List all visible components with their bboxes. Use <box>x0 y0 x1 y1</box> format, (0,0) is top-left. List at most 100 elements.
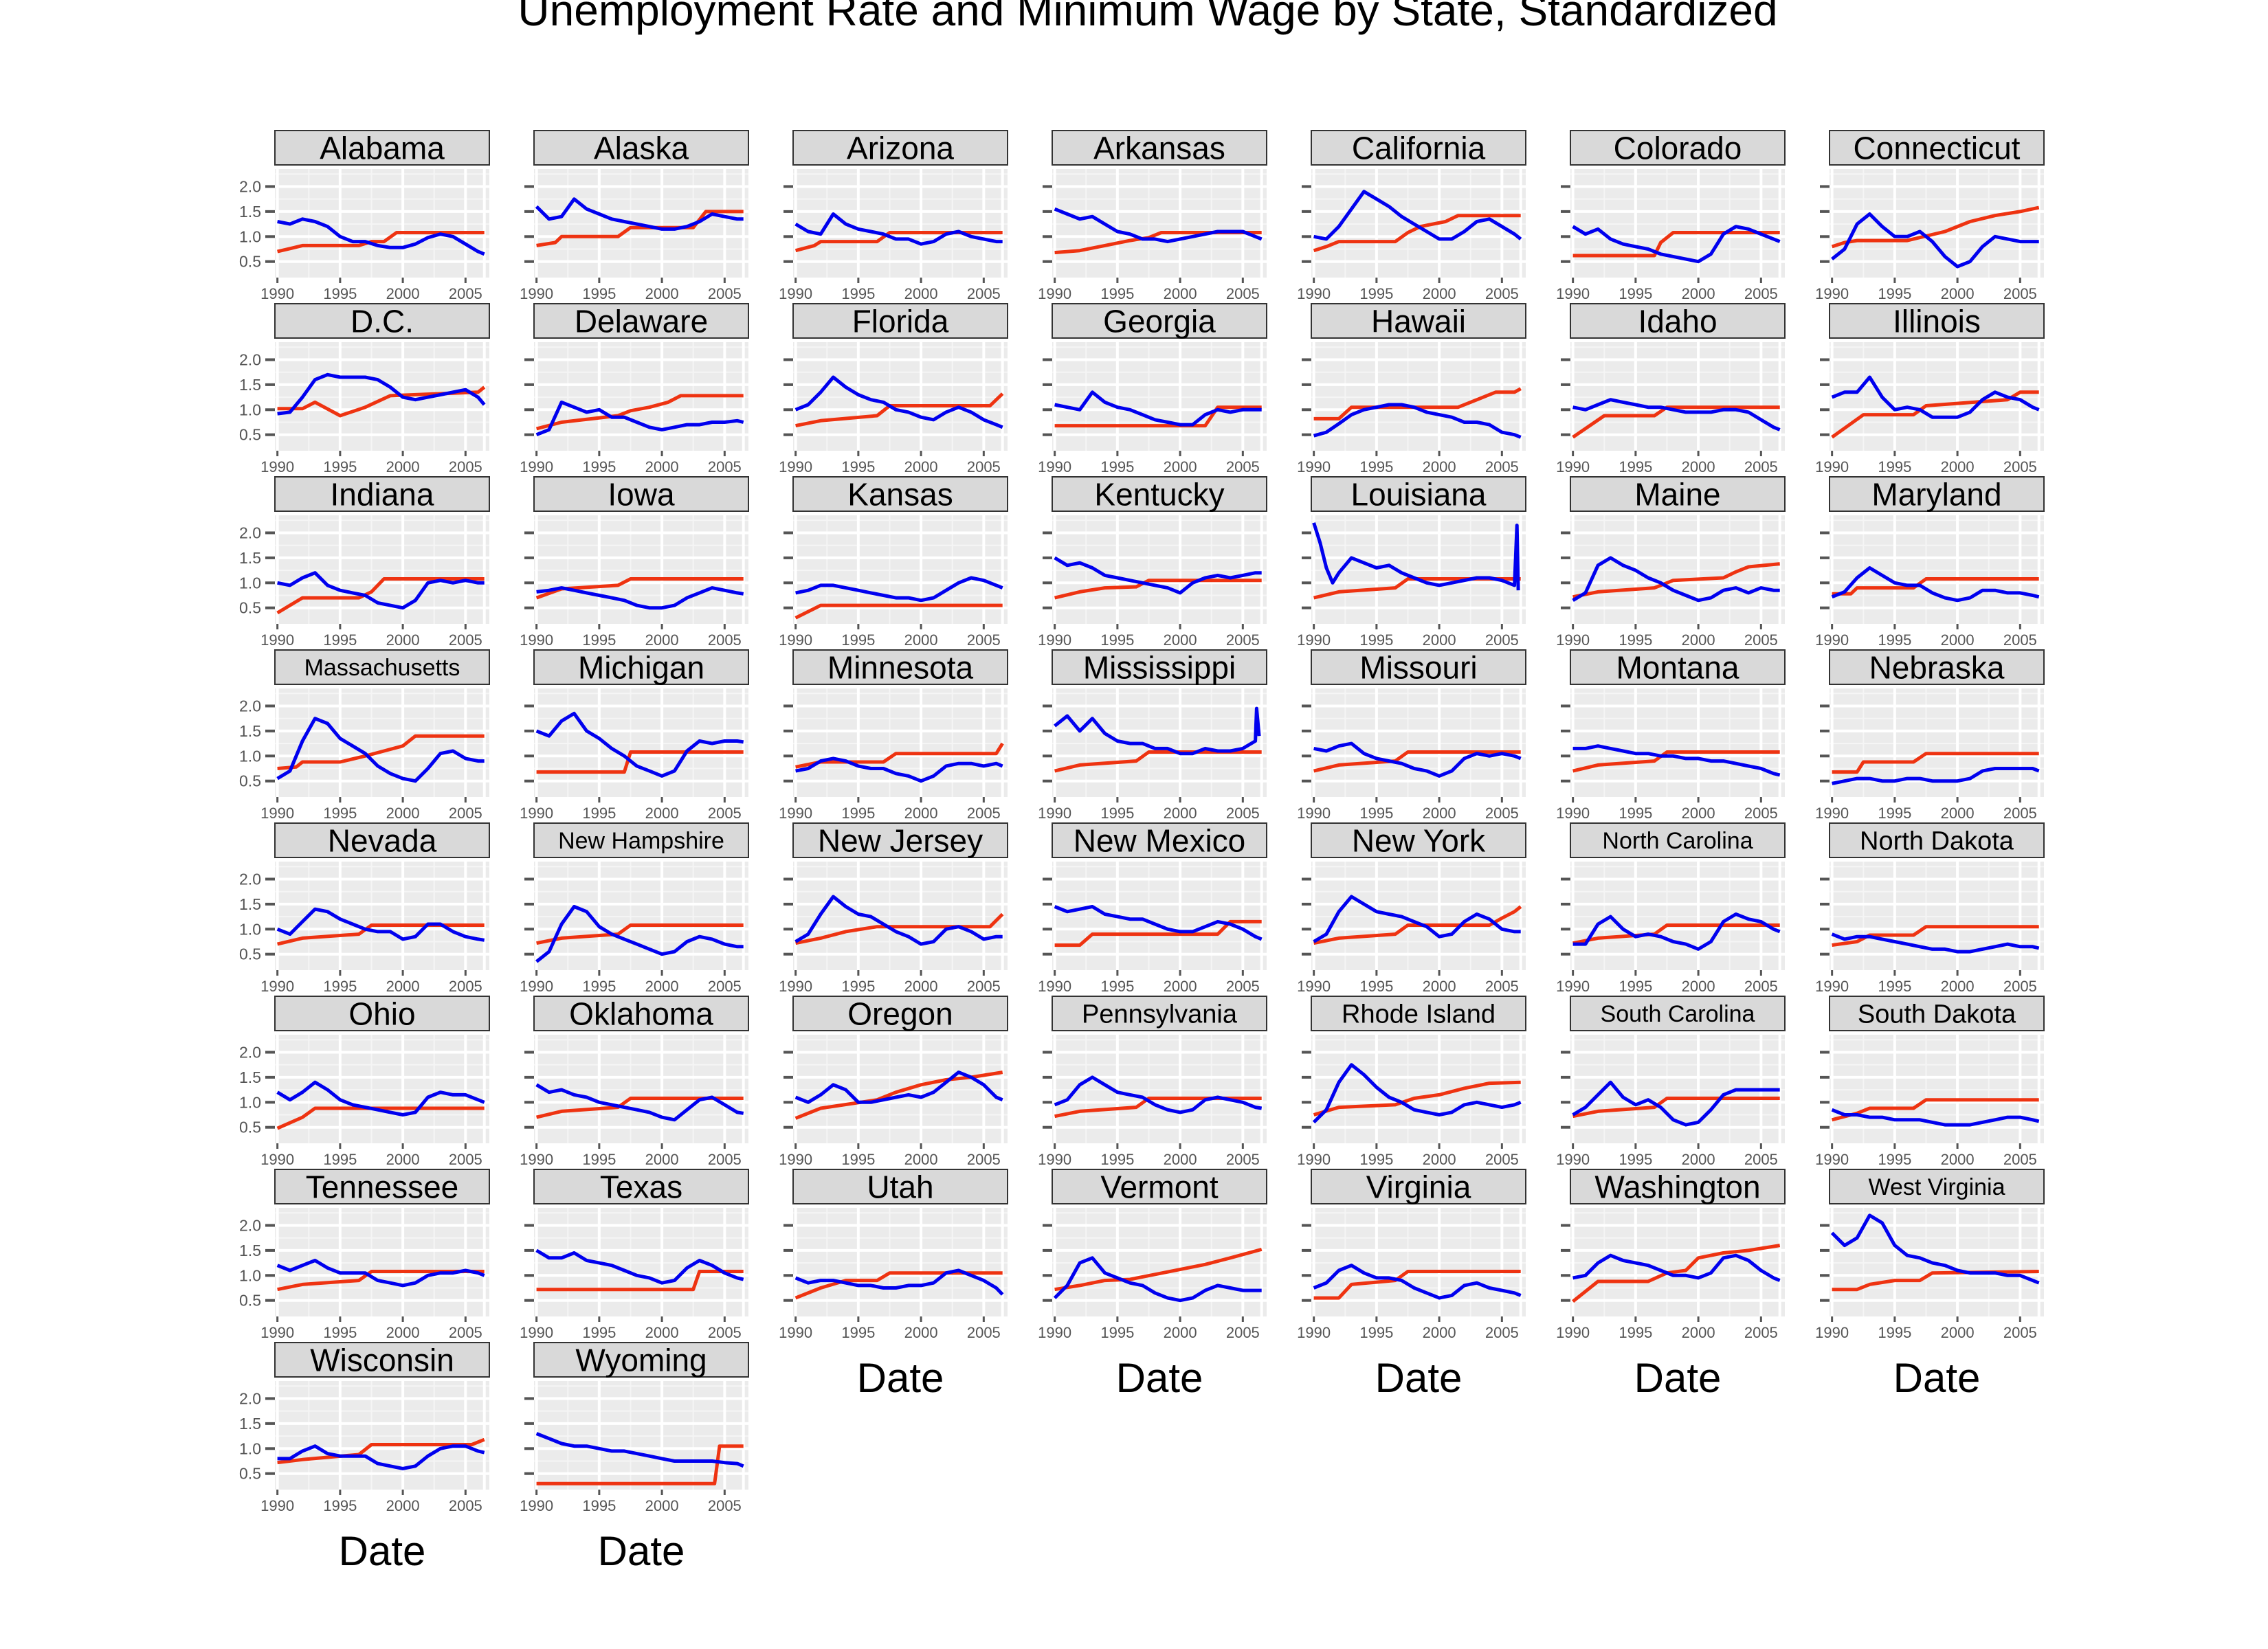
x-tick-label: 2005 <box>449 631 482 649</box>
panel-title: Texas <box>600 1169 682 1205</box>
x-tick-label: 1990 <box>779 805 812 822</box>
panel-title: Montana <box>1616 650 1739 686</box>
panel: Kansas 1990 1995 2000 2005 <box>779 476 1008 649</box>
panel: New York 1990 1995 2000 2005 <box>1297 822 1526 995</box>
panel: Mississippi 1990 1995 2000 2005 <box>1038 649 1267 822</box>
panel: California 1990 1995 2000 2005 <box>1297 130 1526 302</box>
x-tick-label: 2005 <box>967 1151 1001 1168</box>
min-wage-line <box>1832 577 2039 596</box>
x-tick-label: 2005 <box>1226 805 1260 822</box>
x-tick-label: 1995 <box>323 1151 357 1168</box>
x-tick-label: 2000 <box>1682 1151 1715 1168</box>
x-tick-label: 2005 <box>708 458 742 475</box>
x-axis-title: Date <box>1634 1355 1722 1401</box>
panel-title: Ohio <box>348 996 415 1032</box>
x-tick-label: 1990 <box>260 1151 294 1168</box>
x-tick-label: 1990 <box>260 978 294 995</box>
min-wage-line <box>794 231 1003 253</box>
unemployment-line <box>1830 1213 2040 1285</box>
x-tick-label: 1995 <box>1100 1324 1134 1341</box>
x-tick-label: 1990 <box>1556 458 1590 475</box>
panel: Oregon 1990 1995 2000 2005 <box>779 996 1008 1168</box>
y-tick-label: 1.0 <box>239 574 261 592</box>
x-tick-label: 1990 <box>1038 631 1071 649</box>
y-tick-label: 0.5 <box>239 772 261 790</box>
panel-strip <box>1052 996 1267 1031</box>
x-tick-label: 1990 <box>1815 458 1849 475</box>
x-tick-label: 1995 <box>582 805 616 822</box>
x-tick-label: 2000 <box>386 978 420 995</box>
x-tick-label: 2000 <box>1423 805 1456 822</box>
panel-title: New Mexico <box>1074 823 1246 859</box>
x-tick-label: 2000 <box>1423 978 1456 995</box>
x-tick-label: 2000 <box>1164 978 1197 995</box>
panel-strip <box>1829 822 2045 858</box>
panel: Massachusetts 0.5 1.0 1.5 2.0 1990 1995 2000 200… <box>239 649 490 822</box>
x-axis-title: Date <box>1375 1355 1463 1401</box>
panel: Maine 1990 1995 2000 2005 <box>1556 476 1786 649</box>
unemployment-line <box>1572 1253 1781 1282</box>
y-tick-label: 1.5 <box>239 1415 261 1433</box>
chart-title: Unemployment Rate and Minimum Wage by St… <box>518 0 1778 35</box>
x-tick-label: 2000 <box>1682 285 1715 302</box>
panel-strip <box>1829 130 2045 166</box>
x-tick-label: 2005 <box>1485 978 1519 995</box>
x-tick-label: 1995 <box>1100 458 1134 475</box>
x-tick-label: 2005 <box>2003 805 2037 822</box>
x-tick-label: 2000 <box>645 285 679 302</box>
min-wage-line <box>1572 231 1780 258</box>
unemployment-line <box>1572 1080 1780 1127</box>
y-tick-label: 0.5 <box>239 1119 261 1136</box>
y-tick-label: 1.5 <box>239 722 261 740</box>
unemployment-line <box>277 1444 485 1470</box>
panel-strip <box>1052 476 1267 512</box>
panel-title: New Hampshire <box>558 828 724 854</box>
panel-strip <box>274 1169 490 1204</box>
x-tick-label: 1995 <box>1878 1324 1911 1341</box>
x-tick-label: 1990 <box>1038 1324 1071 1341</box>
panel: Iowa 1990 1995 2000 2005 <box>520 476 749 649</box>
x-tick-label: 1990 <box>520 1324 553 1341</box>
x-tick-label: 2000 <box>1164 1151 1197 1168</box>
x-tick-label: 2000 <box>904 631 938 649</box>
x-tick-label: 2000 <box>1682 805 1715 822</box>
x-tick-label: 2005 <box>1485 631 1519 649</box>
panel-strip <box>1311 649 1526 685</box>
panel-strip <box>1311 130 1526 166</box>
x-tick-label: 1990 <box>520 1151 553 1168</box>
y-tick-label: 0.5 <box>239 599 261 617</box>
unemployment-line <box>535 1083 744 1122</box>
panel-title: California <box>1352 131 1486 166</box>
panel-title: Idaho <box>1638 304 1717 339</box>
x-tick-label: 1990 <box>779 1151 812 1168</box>
panel-title: North Dakota <box>1860 827 2014 856</box>
x-tick-label: 2005 <box>1226 458 1260 475</box>
x-tick-label: 1990 <box>1038 285 1071 302</box>
x-tick-label: 1995 <box>1619 805 1652 822</box>
min-wage-line <box>1054 405 1262 428</box>
x-tick-label: 1990 <box>260 1497 294 1514</box>
x-tick-label: 1995 <box>1878 1151 1911 1168</box>
unemployment-line <box>1572 398 1781 431</box>
unemployment-line <box>1313 190 1522 241</box>
panel: Michigan 1990 1995 2000 2005 <box>520 649 749 822</box>
min-wage-line <box>277 923 485 946</box>
panel-title: West Virginia <box>1868 1174 2005 1200</box>
x-tick-label: 1995 <box>582 631 616 649</box>
panel: Montana 1990 1995 2000 2005 <box>1556 649 1786 822</box>
y-tick-label: 1.5 <box>239 1242 261 1259</box>
panel-title: Michigan <box>578 650 704 686</box>
panel-title: Vermont <box>1100 1169 1219 1205</box>
panel: Kentucky 1990 1995 2000 2005 <box>1038 476 1267 649</box>
x-tick-label: 2000 <box>1941 285 1975 302</box>
min-wage-line <box>535 577 744 600</box>
unemployment-line <box>1831 1108 2040 1127</box>
x-tick-label: 2000 <box>1941 978 1975 995</box>
x-tick-label: 1990 <box>1556 631 1590 649</box>
min-wage-line <box>1313 214 1521 253</box>
panel: Idaho 1990 1995 2000 2005 <box>1556 303 1786 475</box>
panel: Illinois 1990 1995 2000 2005 <box>1815 303 2045 475</box>
panel: North Dakota 1990 1995 2000 2005 <box>1815 822 2045 995</box>
y-tick-label: 0.5 <box>239 1465 261 1483</box>
